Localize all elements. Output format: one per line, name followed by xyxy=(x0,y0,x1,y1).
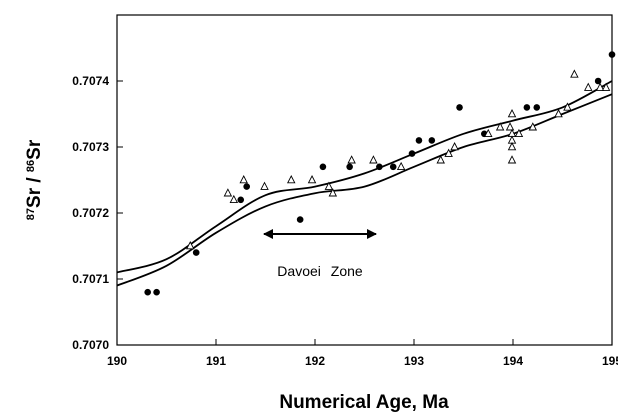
point-triangle xyxy=(328,188,338,197)
point-triangle xyxy=(563,102,572,111)
y-label-sup: 86 xyxy=(25,160,37,172)
point-triangle xyxy=(396,161,406,171)
point-circle xyxy=(608,51,616,58)
point-triangle xyxy=(507,155,517,164)
point-circle xyxy=(415,137,423,144)
point-triangle xyxy=(595,82,605,91)
trend-line xyxy=(116,80,613,274)
point-triangle xyxy=(450,142,459,151)
x-tick-label: 193 xyxy=(404,354,424,368)
point-triangle xyxy=(347,155,356,164)
y-axis-label: 87Sr / 86Sr xyxy=(24,139,45,220)
point-triangle xyxy=(507,142,517,151)
x-tick-label: 194 xyxy=(503,354,523,368)
point-triangle xyxy=(528,122,538,131)
x-tick-label: 192 xyxy=(305,354,325,368)
point-triangle xyxy=(287,175,296,184)
point-triangle xyxy=(369,155,378,164)
point-circle xyxy=(296,216,304,223)
point-triangle xyxy=(229,194,239,204)
point-triangle xyxy=(436,155,445,164)
point-circle xyxy=(144,288,151,296)
y-tick-label: 0.7074 xyxy=(72,74,109,88)
point-triangle xyxy=(584,82,593,91)
point-triangle xyxy=(239,175,248,184)
point-triangle xyxy=(324,181,334,190)
y-label-sup: 87 xyxy=(25,208,37,220)
y-tick-label: 0.7070 xyxy=(72,338,109,352)
y-tick-label: 0.7072 xyxy=(72,206,109,220)
point-circle xyxy=(319,163,327,171)
point-circle xyxy=(243,183,250,190)
point-circle xyxy=(389,163,397,171)
point-triangle xyxy=(260,181,269,190)
x-tick-label: 195 xyxy=(602,354,618,368)
y-tick-label: 0.7073 xyxy=(72,140,109,154)
point-circle xyxy=(523,104,531,111)
point-circle xyxy=(408,150,416,157)
x-tick-label: 190 xyxy=(107,354,127,368)
point-triangle xyxy=(223,188,233,197)
point-triangle xyxy=(186,241,195,250)
point-triangle xyxy=(601,82,611,91)
point-triangle xyxy=(495,122,505,131)
y-label-part: Sr / xyxy=(24,172,45,208)
point-circle xyxy=(376,163,383,171)
plot-frame xyxy=(116,14,613,346)
point-circle xyxy=(192,249,200,256)
point-circle xyxy=(153,288,160,296)
point-triangle xyxy=(554,109,563,118)
point-circle xyxy=(346,163,353,171)
point-triangle xyxy=(505,122,515,131)
point-triangle xyxy=(307,175,317,184)
annotation: Davoei Zone xyxy=(277,263,363,279)
point-triangle xyxy=(444,148,453,157)
point-circle xyxy=(594,77,602,85)
point-triangle xyxy=(507,109,517,118)
x-axis-label: Numerical Age, Ma xyxy=(279,392,449,413)
point-triangle xyxy=(484,128,493,138)
y-tick-label: 0.7071 xyxy=(72,272,109,286)
point-circle xyxy=(428,137,436,144)
point-circle xyxy=(456,104,463,111)
point-triangle xyxy=(570,69,579,78)
y-label-part: Sr xyxy=(24,139,45,160)
trend-line xyxy=(116,93,613,287)
point-circle xyxy=(237,196,245,204)
point-circle xyxy=(533,104,541,111)
x-tick-label: 191 xyxy=(206,354,226,368)
point-triangle xyxy=(514,128,524,138)
